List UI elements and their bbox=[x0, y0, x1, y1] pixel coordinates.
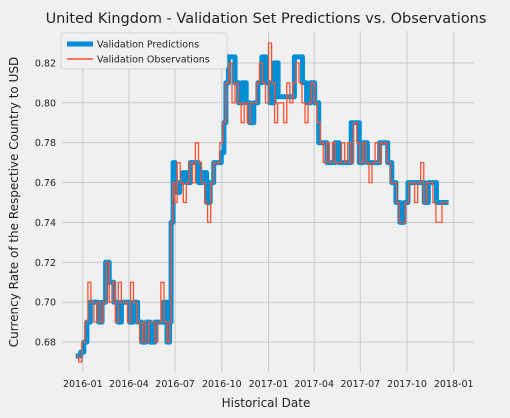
x-tick-label: 2017-01 bbox=[249, 379, 289, 390]
y-tick-label: 0.68 bbox=[35, 338, 56, 349]
x-tick-label: 2016-01 bbox=[63, 379, 103, 390]
x-tick-label: 2018-01 bbox=[434, 379, 474, 390]
x-tick-label: 2017-10 bbox=[387, 379, 427, 390]
y-tick-label: 0.72 bbox=[35, 258, 56, 269]
x-tick-label: 2016-07 bbox=[155, 379, 195, 390]
y-tick-labels: 0.68 0.70 0.72 0.74 0.76 0.78 0.80 0.82 bbox=[35, 58, 56, 348]
y-tick-label: 0.78 bbox=[35, 138, 56, 149]
legend-label-predictions: Validation Predictions bbox=[97, 40, 199, 51]
y-tick-label: 0.82 bbox=[35, 58, 56, 69]
x-tick-label: 2016-04 bbox=[109, 379, 149, 390]
x-tick-label: 2017-04 bbox=[294, 379, 334, 390]
legend-box bbox=[60, 32, 228, 70]
y-tick-label: 0.76 bbox=[35, 178, 56, 189]
y-tick-label: 0.80 bbox=[35, 98, 56, 109]
x-tick-label: 2017-07 bbox=[340, 379, 380, 390]
chart-title: United Kingdom - Validation Set Predicti… bbox=[46, 11, 487, 27]
x-axis-label: Historical Date bbox=[222, 396, 311, 410]
legend: Validation Predictions Validation Observ… bbox=[60, 32, 228, 70]
y-axis-label: Currency Rate of the Respective Country … bbox=[7, 57, 21, 347]
legend-label-observations: Validation Observations bbox=[97, 55, 210, 66]
y-tick-label: 0.74 bbox=[35, 218, 56, 229]
y-tick-label: 0.70 bbox=[35, 298, 56, 309]
series-layer bbox=[75, 42, 449, 363]
x-tick-labels: 2016-01 2016-04 2016-07 2016-10 2017-01 2017-… bbox=[63, 379, 474, 390]
observations-line bbox=[75, 42, 449, 363]
x-tick-label: 2016-10 bbox=[202, 379, 242, 390]
